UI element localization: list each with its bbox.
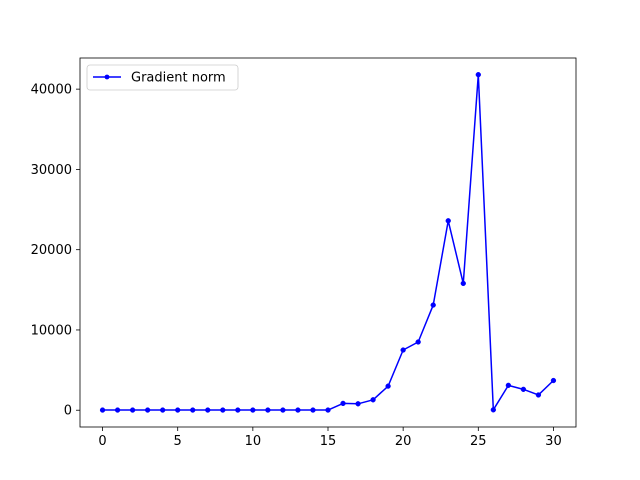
data-point [415,339,421,345]
x-tick-label: 10 [245,434,262,449]
data-point [160,407,166,413]
y-tick-label: 10000 [31,323,72,338]
axes: 0 5 10 15 20 25 30 0 10000 20000 30000 40000 [31,57,577,449]
data-point [550,377,557,384]
data-point [144,407,151,413]
data-point [265,407,271,413]
data-point [235,407,241,413]
data-point [129,407,136,413]
y-tick-label: 30000 [31,163,72,178]
x-tick-label: 30 [545,434,562,449]
data-point [505,382,512,388]
y-tick-label: 0 [64,404,72,419]
x-tick-label: 15 [320,434,337,449]
data-point [99,407,106,413]
data-point [205,407,211,413]
x-tick-label: 25 [470,434,487,449]
data-point [340,400,346,407]
legend: Gradient norm [86,64,239,91]
data-point [520,386,527,393]
legend-marker [104,74,110,80]
data-point [310,407,316,413]
data-point [490,407,496,413]
data-point [280,407,286,413]
data-point [190,407,196,413]
data-point [175,407,181,413]
x-tick-label: 20 [395,434,412,449]
legend-label: Gradient norm [131,71,226,86]
data-point [295,407,301,413]
data-point [325,407,331,413]
data-point [430,302,436,308]
data-point [400,347,406,353]
x-tick-label: 5 [174,434,182,449]
legend-box [86,64,239,91]
data-point [250,407,256,413]
x-tick-label: 0 [98,434,106,449]
y-tick-label: 40000 [31,83,72,98]
data-point [445,218,451,224]
data-point [370,397,376,403]
data-point [220,407,226,413]
y-tick-label: 20000 [31,243,72,258]
data-point [535,392,542,398]
data-point [114,407,121,413]
data-point [385,383,391,389]
data-point [475,72,481,78]
plot-area [99,72,557,413]
data-point [355,401,361,407]
data-point [460,280,466,287]
